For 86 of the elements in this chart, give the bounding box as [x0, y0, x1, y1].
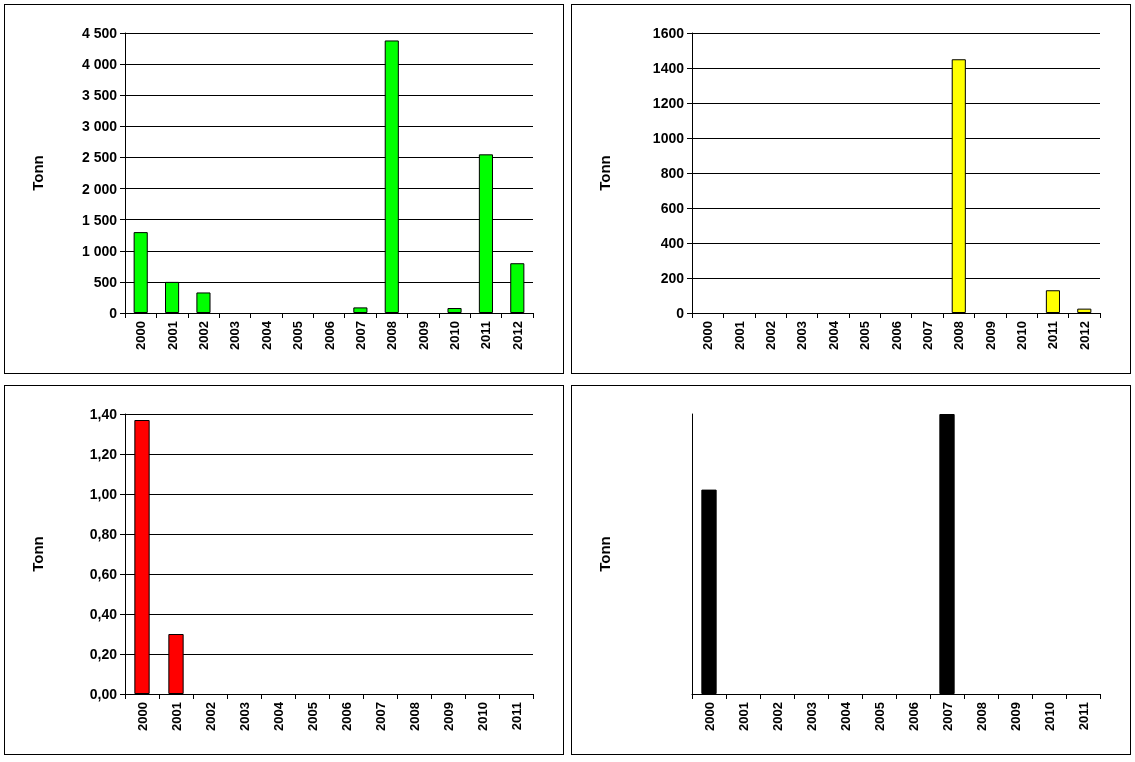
- x-tick-label: 2009: [415, 321, 431, 350]
- x-tick-label: 2009: [440, 702, 456, 731]
- bar: [1045, 290, 1060, 313]
- bar: [1077, 308, 1092, 313]
- y-tick-label: 0,00: [89, 686, 118, 702]
- x-tick-label: 2000: [700, 321, 716, 350]
- bar: [447, 308, 462, 313]
- x-tick-label: 2001: [168, 702, 184, 731]
- y-tick-label: 500: [93, 273, 118, 290]
- x-tick-label: 2005: [857, 321, 873, 350]
- y-tick-label: 1 000: [81, 242, 118, 259]
- y-tick-label: 1200: [652, 95, 685, 111]
- x-tick-label: 2006: [905, 702, 921, 731]
- x-tick-label: 2007: [372, 702, 388, 731]
- y-tick-label: 0: [676, 305, 685, 321]
- x-tick-label: 2012: [1076, 321, 1092, 350]
- y-axis-title: Tonn: [29, 155, 46, 191]
- x-tick-label: 2000: [133, 321, 149, 350]
- x-tick-label: 2011: [478, 321, 494, 350]
- bar: [353, 307, 368, 313]
- y-tick-label: 0,20: [89, 646, 118, 662]
- x-tick-label: 2007: [352, 321, 368, 350]
- y-axis-title: Tonn: [596, 155, 613, 191]
- y-tick-label: 3 500: [81, 87, 118, 104]
- y-tick-label: 3 000: [81, 118, 118, 135]
- x-tick-label: 2002: [762, 321, 778, 350]
- y-tick-label: 200: [660, 270, 685, 286]
- x-tick-label: 2010: [474, 702, 490, 731]
- x-tick-label: 2000: [134, 702, 150, 731]
- y-tick-label: 800: [660, 165, 685, 181]
- x-tick-label: 2011: [1045, 321, 1061, 350]
- x-tick-label: 2010: [1014, 321, 1030, 350]
- x-tick-label: 2006: [338, 702, 354, 731]
- y-tick-label: 0,40: [89, 606, 118, 622]
- y-tick-label: 1000: [652, 130, 685, 146]
- x-tick-label: 2004: [825, 320, 841, 350]
- x-tick-label: 2012: [509, 321, 525, 350]
- y-axis-title: Tonn: [29, 536, 46, 572]
- x-tick-label: 2003: [794, 321, 810, 350]
- x-tick-label: 2004: [837, 701, 853, 731]
- y-tick-label: 600: [660, 200, 685, 216]
- x-tick-label: 2008: [406, 702, 422, 731]
- x-tick-label: 2001: [164, 321, 180, 350]
- x-tick-label: 2005: [304, 702, 320, 731]
- x-tick-label: 2001: [735, 702, 751, 731]
- x-tick-label: 2002: [769, 702, 785, 731]
- y-tick-label: 4 000: [81, 56, 118, 73]
- x-tick-label: 2008: [973, 702, 989, 731]
- y-tick-label: 0,60: [89, 566, 118, 582]
- x-tick-label: 2004: [258, 320, 274, 350]
- x-tick-label: 2003: [236, 702, 252, 731]
- x-tick-label: 2003: [803, 702, 819, 731]
- x-tick-label: 2005: [871, 702, 887, 731]
- x-tick-label: 2004: [270, 701, 286, 731]
- x-tick-label: 2007: [939, 702, 955, 731]
- x-tick-label: 2006: [888, 321, 904, 350]
- y-tick-label: 1600: [652, 25, 685, 41]
- x-tick-label: 2007: [919, 321, 935, 350]
- x-tick-label: 2010: [1041, 702, 1057, 731]
- y-tick-label: 1,20: [89, 446, 118, 462]
- y-tick-label: 1,00: [89, 486, 118, 502]
- x-tick-label: 2000: [701, 702, 717, 731]
- x-tick-label: 2002: [195, 321, 211, 350]
- y-tick-label: 2 000: [81, 180, 118, 197]
- y-tick-label: 1400: [652, 60, 685, 76]
- x-tick-label: 2002: [202, 702, 218, 731]
- x-tick-label: 2005: [290, 321, 306, 350]
- y-tick-label: 1,40: [89, 406, 118, 422]
- x-tick-label: 2008: [951, 321, 967, 350]
- y-tick-label: 4 500: [81, 25, 118, 41]
- x-tick-label: 2009: [982, 321, 998, 350]
- x-tick-label: 2006: [321, 321, 337, 350]
- bar: [196, 292, 211, 313]
- x-tick-label: 2011: [508, 702, 524, 731]
- x-tick-label: 2011: [1075, 702, 1091, 731]
- x-tick-label: 2008: [384, 321, 400, 350]
- y-tick-label: 400: [660, 235, 685, 251]
- y-axis-title: Tonn: [596, 536, 613, 572]
- x-tick-label: 2009: [1007, 702, 1023, 731]
- y-tick-label: 0: [109, 305, 118, 321]
- x-tick-label: 2010: [447, 321, 463, 350]
- y-tick-label: 0,80: [89, 526, 118, 542]
- y-tick-label: 1 500: [81, 211, 118, 228]
- x-tick-label: 2003: [227, 321, 243, 350]
- x-tick-label: 2001: [731, 321, 747, 350]
- y-tick-label: 2 500: [81, 149, 118, 166]
